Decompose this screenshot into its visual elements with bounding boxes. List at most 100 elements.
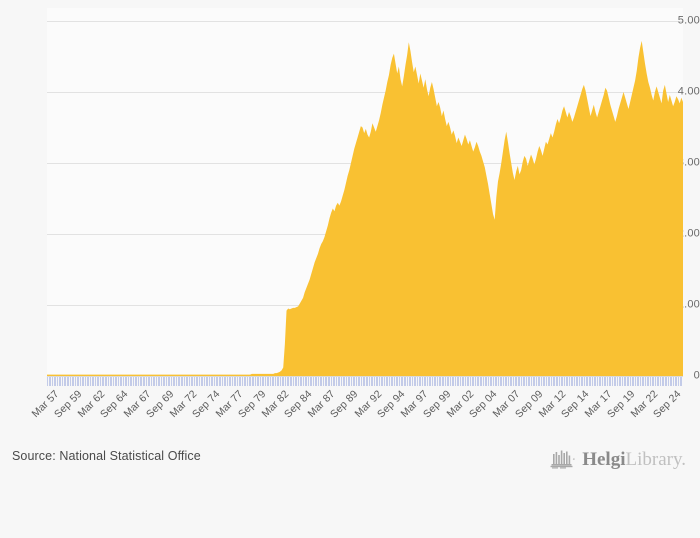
x-axis-tick: [621, 377, 623, 386]
x-axis-tick: [298, 377, 300, 386]
x-axis-tick: [519, 377, 521, 386]
x-axis-tick: [578, 377, 580, 386]
x-axis-tick: [94, 377, 96, 386]
x-axis-tick: [317, 377, 319, 386]
x-axis-tick: [147, 377, 149, 386]
x-axis-tick: [309, 377, 311, 386]
x-axis-tick: [600, 377, 602, 386]
x-axis-tick: [341, 377, 343, 386]
x-axis-tick: [375, 377, 377, 386]
x-axis-tick: [93, 377, 95, 386]
x-axis-tick: [331, 377, 333, 386]
x-axis-tick: [70, 377, 72, 386]
x-axis-tick: [631, 377, 633, 386]
x-axis-tick: [261, 377, 263, 386]
x-axis-tick: [288, 377, 290, 386]
x-axis-tick: [80, 377, 82, 386]
x-axis-tick: [668, 377, 670, 386]
x-axis-tick: [334, 377, 336, 386]
x-axis-tick: [134, 377, 136, 386]
x-axis-tick: [445, 377, 447, 386]
x-axis-tick: [203, 377, 205, 386]
x-axis-tick: [129, 377, 131, 386]
x-axis-tick: [202, 377, 204, 386]
x-axis-tick: [385, 377, 387, 386]
library-building-icon: [550, 450, 575, 469]
x-axis-tick: [81, 377, 83, 386]
x-axis-tick: [464, 377, 466, 386]
x-axis-tick: [403, 377, 405, 386]
x-axis-tick: [597, 377, 599, 386]
x-axis-tick: [565, 377, 567, 386]
x-axis-tick: [615, 377, 617, 386]
y-axis-tick-label: 2.00: [677, 227, 700, 240]
x-axis-tick: [132, 377, 134, 386]
x-axis-tick: [208, 377, 210, 386]
x-axis-tick-marks: [47, 377, 683, 386]
x-axis-tick: [189, 377, 191, 386]
x-axis-tick: [423, 377, 425, 386]
x-axis-tick: [111, 377, 113, 386]
x-axis-tick: [673, 377, 675, 386]
x-axis-tick: [382, 377, 384, 386]
x-axis-tick: [469, 377, 471, 386]
x-axis-tick: [232, 377, 234, 386]
x-axis-tick: [592, 377, 594, 386]
x-axis-tick: [648, 377, 650, 386]
x-axis-tick: [108, 377, 110, 386]
x-axis-tick: [549, 377, 551, 386]
x-axis-tick: [198, 377, 200, 386]
x-axis-tick: [182, 377, 184, 386]
x-axis-tick: [501, 377, 503, 386]
x-axis-tick: [491, 377, 493, 386]
x-axis-tick: [248, 377, 250, 386]
x-axis-tick: [616, 377, 618, 386]
x-axis-tick: [532, 377, 534, 386]
x-axis-tick: [106, 377, 108, 386]
x-axis-tick: [346, 377, 347, 386]
logo-helgi-text: Helgi: [582, 448, 626, 470]
x-axis-tick: [405, 377, 407, 386]
x-axis-tick: [618, 377, 620, 386]
x-axis-tick: [184, 377, 186, 386]
x-axis-tick: [412, 377, 414, 386]
x-axis-tick: [289, 377, 291, 386]
x-axis-tick: [674, 377, 676, 386]
x-axis-tick: [359, 377, 361, 386]
gridline: [47, 92, 683, 93]
x-axis-tick: [545, 377, 547, 386]
x-axis-tick: [78, 377, 80, 386]
x-axis-tick: [66, 377, 68, 386]
x-axis-tick: [582, 377, 584, 386]
x-axis-tick: [270, 377, 271, 386]
helgi-library-logo[interactable]: HelgiLibrary.: [550, 446, 686, 472]
x-axis-tick: [402, 377, 404, 386]
y-axis-tick-label: 4.00: [677, 85, 700, 98]
x-axis-tick: [152, 377, 154, 386]
x-axis-tick: [671, 377, 673, 386]
x-axis-tick: [438, 377, 440, 386]
x-axis-tick: [68, 377, 70, 386]
x-axis-tick: [342, 377, 344, 386]
x-axis-tick: [636, 377, 638, 386]
x-axis-tick: [218, 377, 220, 386]
x-axis-tick: [265, 377, 267, 386]
x-axis-tick: [555, 377, 557, 386]
x-axis-tick: [329, 377, 331, 386]
x-axis-tick: [544, 377, 546, 386]
x-axis-tick: [535, 377, 537, 386]
x-axis-tick: [446, 377, 448, 386]
area-series-plot: [47, 40, 683, 376]
x-axis-tick: [273, 377, 275, 386]
x-axis-tick: [595, 377, 597, 386]
x-axis-tick: [190, 377, 192, 386]
x-axis-tick: [602, 377, 604, 386]
x-axis-tick: [587, 377, 589, 386]
x-axis-tick: [293, 377, 295, 386]
x-axis-tick: [430, 377, 432, 386]
x-axis-tick: [63, 377, 65, 386]
x-axis-tick: [222, 377, 224, 386]
x-axis-tick: [51, 377, 53, 386]
x-axis-tick: [99, 377, 101, 386]
x-axis-tick: [630, 377, 632, 386]
